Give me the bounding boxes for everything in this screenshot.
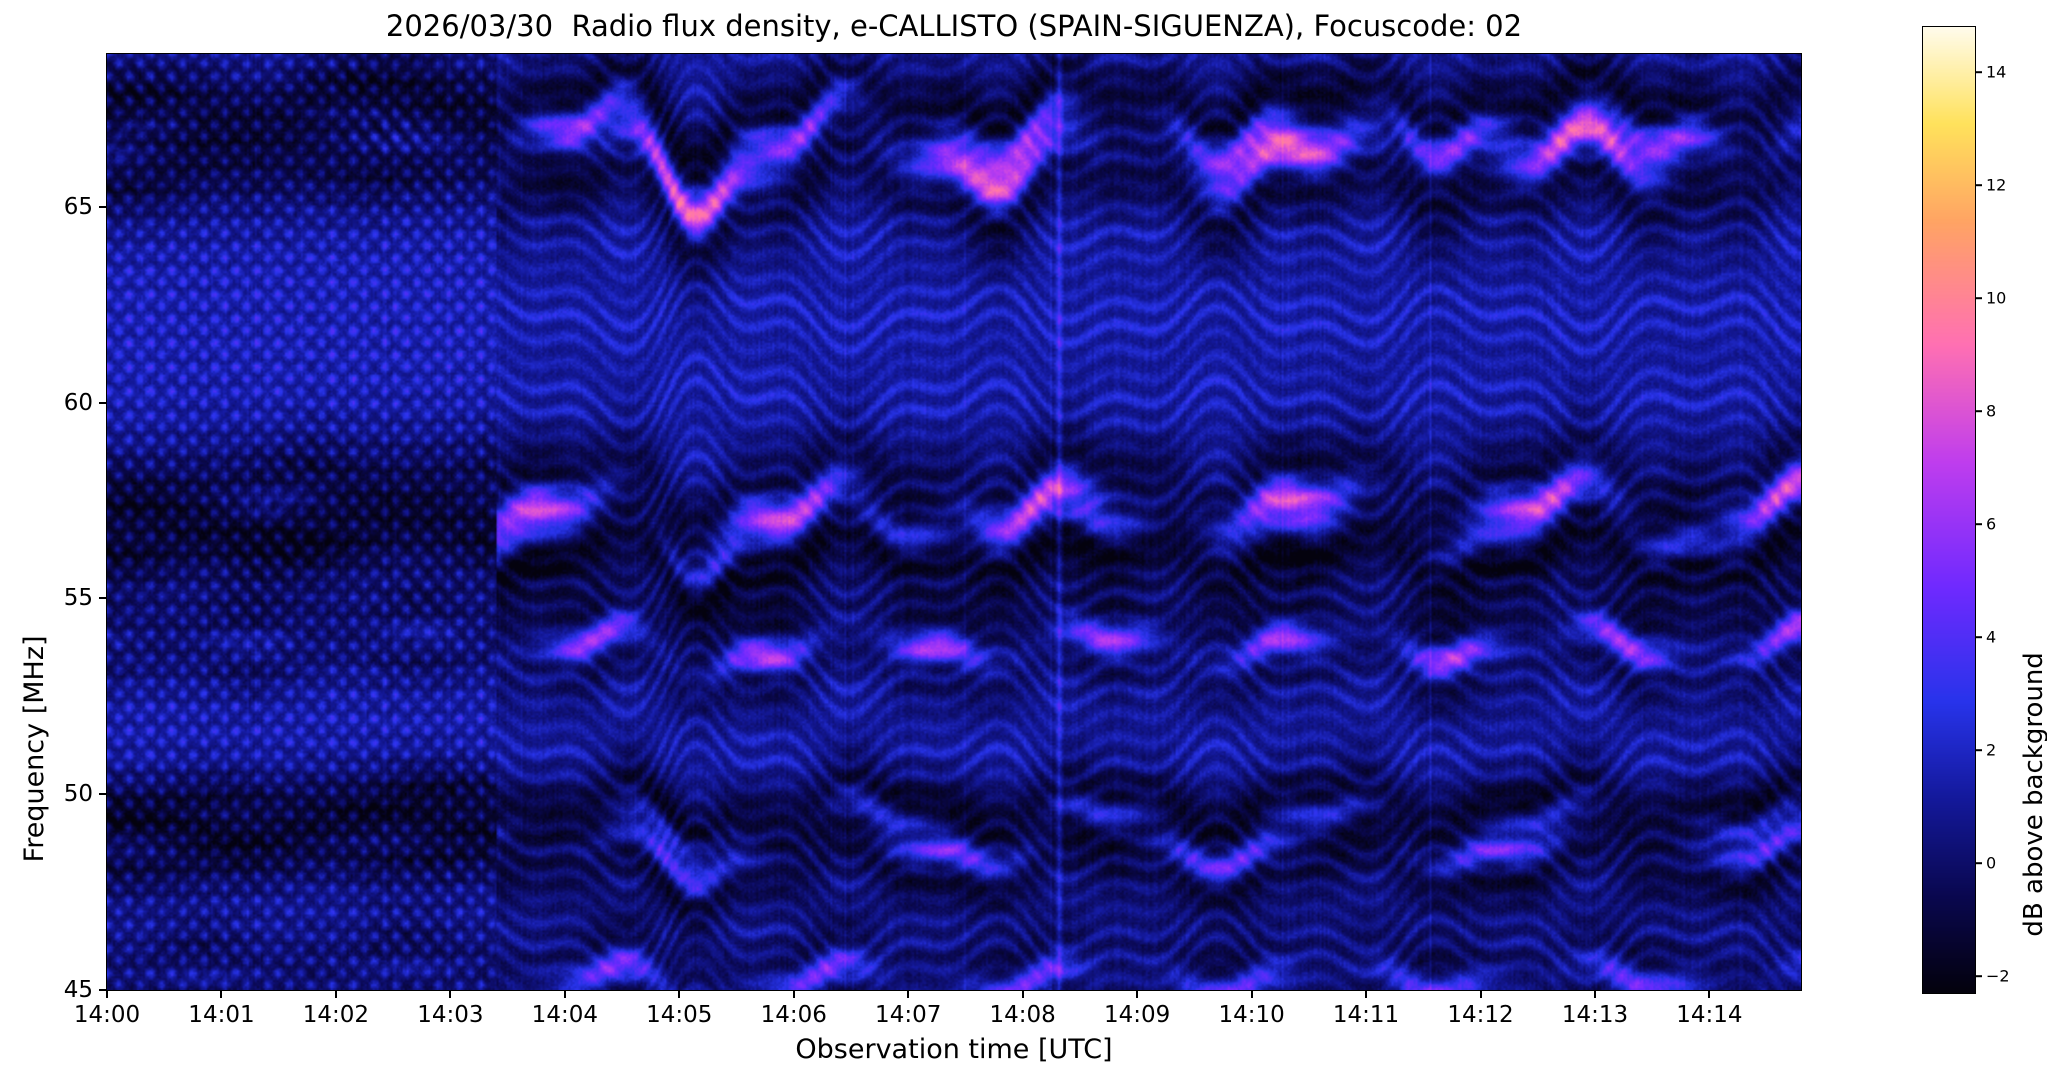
x-tick-label: 14:11 bbox=[1332, 1002, 1400, 1028]
y-axis-label: Frequency [MHz] bbox=[19, 635, 50, 863]
y-tick-label: 60 bbox=[63, 389, 93, 416]
colorbar-tick-label: 10 bbox=[1986, 288, 2007, 308]
y-tick-mark bbox=[99, 793, 107, 796]
x-tick-mark bbox=[678, 990, 681, 998]
x-tick-label: 14:05 bbox=[646, 1002, 713, 1028]
x-tick-mark bbox=[792, 990, 795, 998]
colorbar-tick-label: 12 bbox=[1986, 175, 2007, 195]
x-tick-label: 14:08 bbox=[989, 1002, 1056, 1028]
x-tick-label: 14:06 bbox=[760, 1002, 827, 1028]
y-tick-mark bbox=[99, 597, 107, 600]
x-tick-mark bbox=[1365, 990, 1368, 998]
y-tick-label: 65 bbox=[63, 193, 93, 220]
colorbar-tick-mark bbox=[1975, 975, 1982, 977]
x-tick-label: 14:04 bbox=[531, 1002, 598, 1028]
colorbar-canvas bbox=[1923, 27, 1975, 993]
x-tick-label: 14:00 bbox=[73, 1002, 141, 1028]
y-tick-mark bbox=[99, 401, 107, 404]
x-tick-mark bbox=[220, 990, 223, 998]
y-tick-label: 55 bbox=[63, 585, 93, 612]
colorbar-tick-label: 4 bbox=[1986, 627, 1997, 647]
colorbar-tick-mark bbox=[1975, 410, 1982, 412]
x-tick-mark bbox=[1250, 990, 1253, 998]
colorbar-tick-mark bbox=[1975, 749, 1982, 751]
y-tick-mark bbox=[99, 989, 107, 991]
colorbar-tick-mark bbox=[1975, 71, 1982, 73]
x-tick-mark bbox=[1593, 990, 1596, 998]
spectrogram-canvas bbox=[107, 54, 1801, 990]
x-tick-label: 14:07 bbox=[875, 1002, 942, 1028]
colorbar-tick-label: 6 bbox=[1986, 514, 1997, 534]
x-tick-mark bbox=[1136, 990, 1139, 998]
colorbar-tick-label: 0 bbox=[1986, 853, 1997, 873]
y-tick-mark bbox=[99, 205, 107, 208]
plot-title: 2026/03/30 Radio flux density, e-CALLIST… bbox=[385, 9, 1523, 43]
x-tick-label: 14:01 bbox=[188, 1002, 255, 1028]
x-tick-mark bbox=[563, 990, 566, 998]
x-tick-label: 14:13 bbox=[1561, 1002, 1629, 1028]
x-tick-label: 14:10 bbox=[1218, 1002, 1285, 1028]
x-tick-mark bbox=[1479, 990, 1482, 998]
colorbar-tick-mark bbox=[1975, 862, 1982, 864]
colorbar: 14 12 10 8 6 4 2 0 −2 dB above background bbox=[1922, 26, 2047, 994]
x-tick-mark bbox=[449, 990, 452, 998]
x-tick-label: 14:14 bbox=[1676, 1002, 1743, 1028]
x-tick-mark bbox=[1021, 990, 1024, 998]
x-tick-label: 14:12 bbox=[1447, 1002, 1514, 1028]
colorbar-tick-label: −2 bbox=[1986, 966, 2010, 986]
colorbar-tick-label: 14 bbox=[1986, 62, 2007, 82]
colorbar-label: dB above background bbox=[2019, 652, 2047, 937]
colorbar-tick-label: 2 bbox=[1986, 740, 1997, 760]
x-tick-label: 14:03 bbox=[417, 1002, 484, 1028]
colorbar-tick-mark bbox=[1975, 184, 1982, 186]
x-tick-mark bbox=[106, 990, 108, 998]
y-tick-label: 45 bbox=[63, 977, 93, 1003]
x-tick-mark bbox=[907, 990, 910, 998]
x-axis-label: Observation time [UTC] bbox=[795, 1034, 1113, 1065]
colorbar-tick-mark bbox=[1975, 523, 1982, 525]
y-tick-label: 50 bbox=[63, 781, 93, 808]
x-tick-mark bbox=[1708, 990, 1711, 998]
x-tick-label: 14:02 bbox=[302, 1002, 370, 1028]
colorbar-tick-mark bbox=[1975, 636, 1982, 638]
x-tick-label: 14:09 bbox=[1103, 1002, 1171, 1028]
colorbar-tick-label: 8 bbox=[1986, 401, 1997, 421]
colorbar-tick-mark bbox=[1975, 297, 1982, 299]
plot-area: 14:00 14:01 14:02 14:03 14:04 14:05 14:06 14:07… bbox=[19, 53, 1802, 1065]
x-tick-mark bbox=[334, 990, 337, 998]
